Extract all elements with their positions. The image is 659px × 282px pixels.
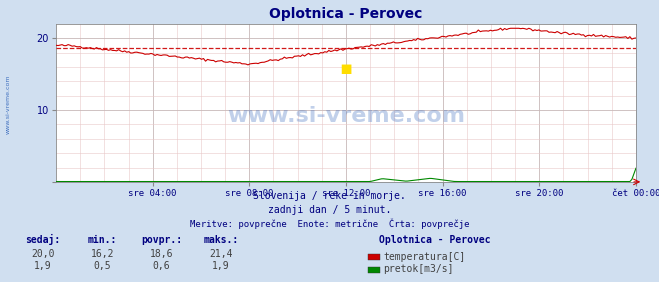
Text: maks.:: maks.: bbox=[203, 235, 239, 245]
Text: Slovenija / reke in morje.: Slovenija / reke in morje. bbox=[253, 191, 406, 201]
Text: Meritve: povprečne  Enote: metrične  Črta: povprečje: Meritve: povprečne Enote: metrične Črta:… bbox=[190, 219, 469, 229]
Text: www.si-vreme.com: www.si-vreme.com bbox=[5, 75, 11, 134]
Text: ▪: ▪ bbox=[339, 59, 353, 78]
Text: 1,9: 1,9 bbox=[212, 261, 229, 271]
Text: Oplotnica - Perovec: Oplotnica - Perovec bbox=[379, 235, 490, 245]
Text: 0,6: 0,6 bbox=[153, 261, 170, 271]
Text: 1,9: 1,9 bbox=[34, 261, 51, 271]
Text: pretok[m3/s]: pretok[m3/s] bbox=[384, 264, 454, 274]
Text: min.:: min.: bbox=[88, 235, 117, 245]
Text: zadnji dan / 5 minut.: zadnji dan / 5 minut. bbox=[268, 205, 391, 215]
Text: 18,6: 18,6 bbox=[150, 249, 173, 259]
Title: Oplotnica - Perovec: Oplotnica - Perovec bbox=[270, 7, 422, 21]
Text: www.si-vreme.com: www.si-vreme.com bbox=[227, 105, 465, 125]
Text: 16,2: 16,2 bbox=[90, 249, 114, 259]
Text: sedaj:: sedaj: bbox=[25, 234, 61, 245]
Text: temperatura[C]: temperatura[C] bbox=[384, 252, 466, 262]
Text: 21,4: 21,4 bbox=[209, 249, 233, 259]
Text: 0,5: 0,5 bbox=[94, 261, 111, 271]
Text: 20,0: 20,0 bbox=[31, 249, 55, 259]
Text: povpr.:: povpr.: bbox=[141, 235, 182, 245]
